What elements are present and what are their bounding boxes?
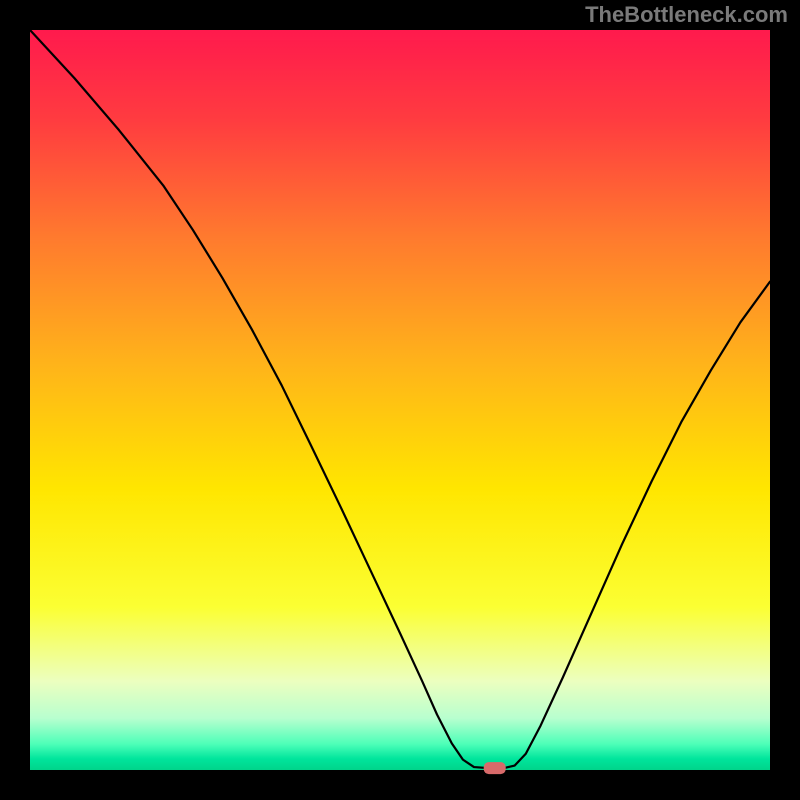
- bottleneck-chart: TheBottleneck.com: [0, 0, 800, 800]
- bottleneck-curve: [30, 30, 770, 768]
- optimal-point-marker: [484, 762, 506, 774]
- chart-svg: [0, 0, 800, 800]
